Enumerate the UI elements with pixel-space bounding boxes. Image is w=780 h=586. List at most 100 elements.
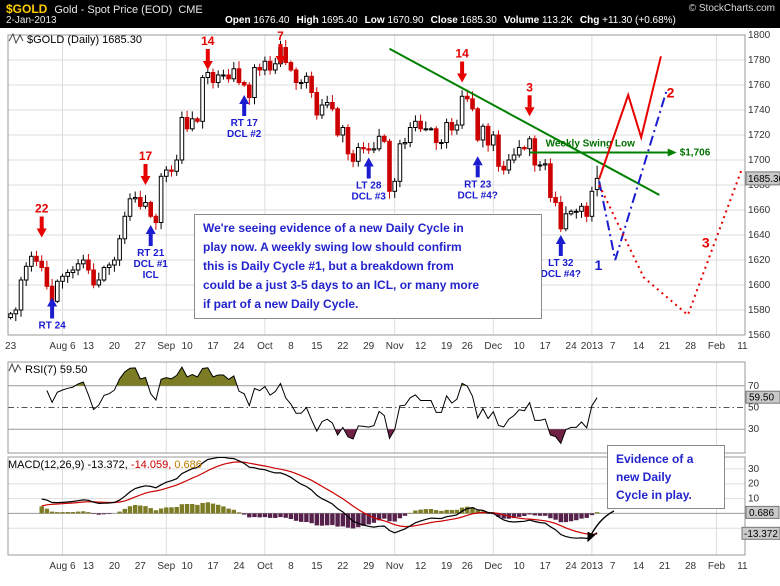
projection-line-3: 3	[598, 167, 744, 317]
svg-text:21: 21	[659, 341, 671, 352]
svg-text:Oct: Oct	[257, 341, 273, 352]
svg-text:1700: 1700	[748, 155, 771, 166]
svg-text:17: 17	[540, 341, 552, 352]
svg-text:RT 24: RT 24	[38, 321, 66, 332]
ticker-symbol: $GOLD	[6, 2, 48, 16]
svg-text:14: 14	[633, 341, 645, 352]
svg-text:59.50: 59.50	[749, 393, 774, 404]
svg-text:1640: 1640	[748, 230, 771, 241]
svg-text:17: 17	[139, 149, 153, 163]
svg-text:1600: 1600	[748, 280, 771, 291]
up-arrow-icon	[363, 157, 374, 167]
stat-value: 1676.40	[253, 15, 290, 26]
svg-text:$GOLD (Daily) 1685.30: $GOLD (Daily) 1685.30	[27, 34, 142, 46]
svg-text:-13.372: -13.372	[744, 529, 778, 540]
quote-stats: Open 1676.40 High 1695.40 Low 1670.90 Close…	[225, 15, 676, 26]
svg-text:29: 29	[363, 341, 375, 352]
exchange-label: CME	[178, 4, 203, 16]
svg-text:26: 26	[462, 561, 474, 572]
svg-text:1740: 1740	[748, 105, 771, 116]
annotation-arrow	[587, 510, 615, 543]
svg-text:3: 3	[526, 80, 533, 94]
svg-text:14: 14	[201, 34, 215, 48]
svg-text:Sep: Sep	[157, 561, 175, 572]
macd-evidence-note-box: Evidence of a new Daily Cycle in play.	[607, 445, 725, 509]
stat-label: Open	[225, 15, 251, 26]
svg-text:10: 10	[514, 561, 526, 572]
stat-value: 1695.40	[321, 15, 358, 26]
svg-text:24: 24	[566, 561, 578, 572]
rsi-grid: 70 50 30	[7, 361, 760, 454]
stat-value: 1670.90	[387, 15, 424, 26]
svg-text:2013: 2013	[581, 561, 604, 572]
down-arrow-icon	[140, 176, 151, 185]
svg-text:23: 23	[5, 341, 17, 352]
svg-text:21: 21	[659, 561, 671, 572]
svg-text:22: 22	[337, 561, 349, 572]
svg-text:11: 11	[737, 341, 748, 352]
svg-text:1580: 1580	[748, 305, 771, 316]
svg-text:DCL #3: DCL #3	[352, 192, 387, 203]
stat-value: +11.30 (+0.68%)	[602, 15, 676, 26]
stat-value: 113.2K	[541, 15, 573, 26]
svg-text:Aug 6: Aug 6	[49, 561, 76, 572]
stat-label: Chg	[579, 15, 600, 26]
svg-text:22: 22	[35, 202, 49, 216]
svg-text:12: 12	[415, 341, 427, 352]
svg-text:DCL #1: DCL #1	[134, 259, 169, 270]
down-arrow-icon	[202, 61, 213, 70]
up-arrow-icon	[239, 95, 250, 104]
stat-label: High	[296, 15, 319, 26]
svg-text:24: 24	[233, 561, 245, 572]
copyright: © StockCharts.com	[688, 3, 775, 14]
macd-value-boxes: 0.686 -13.372	[741, 505, 780, 540]
svg-text:0.686: 0.686	[749, 508, 774, 519]
svg-text:DCL #4?: DCL #4?	[541, 269, 581, 280]
svg-text:19: 19	[441, 341, 453, 352]
quote-date: 2-Jan-2013	[6, 15, 57, 26]
rsi-value-box: 59.50	[745, 390, 780, 404]
svg-text:26: 26	[462, 341, 474, 352]
svg-text:19: 19	[441, 561, 453, 572]
chart-type-icon	[8, 32, 24, 45]
candlesticks	[8, 40, 600, 322]
svg-text:10: 10	[182, 341, 194, 352]
svg-text:30: 30	[748, 424, 760, 435]
svg-text:14: 14	[633, 561, 645, 572]
down-arrow-icon	[457, 73, 468, 83]
rsi-panel-label: RSI(7) 59.50	[8, 362, 87, 376]
svg-text:Feb: Feb	[708, 561, 726, 572]
stat-label: Volume	[503, 15, 540, 26]
svg-text:Dec: Dec	[484, 341, 502, 352]
price-grid: 1560 1580 1600 1620 1640 1660 1680 1700 1720 1740…	[7, 30, 771, 341]
svg-text:1780: 1780	[748, 55, 771, 66]
svg-text:11: 11	[737, 561, 748, 572]
chart-header: $GOLD Gold - Spot Price (EOD) CME © StockC…	[0, 0, 780, 28]
price-panel-label: $GOLD (Daily) 1685.30	[8, 32, 142, 46]
up-arrow-icon	[145, 225, 156, 234]
svg-text:10: 10	[182, 561, 194, 572]
svg-text:7: 7	[277, 29, 284, 43]
svg-text:29: 29	[363, 561, 375, 572]
svg-text:Aug 6: Aug 6	[49, 341, 76, 352]
svg-text:27: 27	[135, 561, 147, 572]
svg-text:13: 13	[83, 561, 95, 572]
svg-text:17: 17	[207, 561, 219, 572]
svg-text:27: 27	[135, 341, 147, 352]
svg-text:1720: 1720	[748, 130, 771, 141]
svg-text:1560: 1560	[748, 330, 771, 341]
svg-text:1760: 1760	[748, 80, 771, 91]
swing-low-price: $1,706	[680, 148, 711, 159]
down-arrow-icon	[524, 107, 535, 117]
macd-series	[39, 457, 600, 540]
svg-text:13: 13	[83, 341, 95, 352]
svg-text:Sep: Sep	[157, 341, 175, 352]
svg-text:50: 50	[748, 403, 760, 414]
svg-text:1680: 1680	[748, 180, 771, 191]
price-chart-svg: 1560158016001620164016601680170017201740…	[5, 29, 780, 352]
macd-x-axis: Aug 6 13 20 27 Sep 10 17 24 Oct 8 15 22 29 Nov 12 19 26 D…	[49, 561, 748, 572]
projection-line-1: 1	[595, 88, 669, 273]
stat-label: Low	[364, 15, 385, 26]
projection-line-2: 2	[598, 56, 675, 180]
svg-text:1660: 1660	[748, 205, 771, 216]
